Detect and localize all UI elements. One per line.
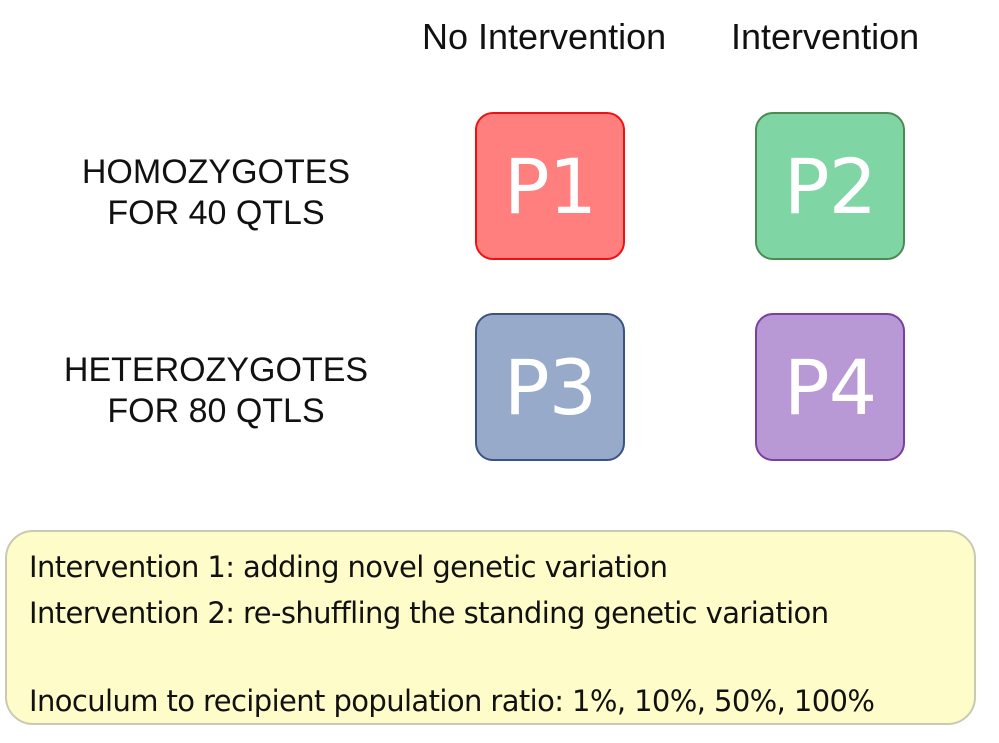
population-box-p1: P1 <box>475 112 625 260</box>
note-inoculum-ratio: Inoculum to recipient population ratio: … <box>29 684 875 718</box>
row-label-heterozygotes-line1: HETEROZYGOTES <box>63 351 369 389</box>
notes-spacer <box>29 636 974 678</box>
column-header-no-intervention: No Intervention <box>422 16 667 57</box>
population-box-p2: P2 <box>755 112 905 260</box>
population-box-p4: P4 <box>755 313 905 461</box>
column-header-intervention: Intervention <box>731 16 920 57</box>
row-label-heterozygotes-line2: FOR 80 QTLS <box>107 392 325 430</box>
row-label-homozygotes: HOMOZYGOTES FOR 40 QTLS <box>26 152 406 234</box>
row-label-heterozygotes: HETEROZYGOTES FOR 80 QTLS <box>26 350 406 432</box>
population-box-p3: P3 <box>475 313 625 461</box>
notes-panel: Intervention 1: adding novel genetic var… <box>5 530 976 725</box>
note-intervention-2: Intervention 2: re-shuffling the standin… <box>29 596 829 630</box>
row-label-homozygotes-line1: HOMOZYGOTES <box>81 153 351 191</box>
note-intervention-1: Intervention 1: adding novel genetic var… <box>29 550 668 584</box>
row-label-homozygotes-line2: FOR 40 QTLS <box>107 194 325 232</box>
